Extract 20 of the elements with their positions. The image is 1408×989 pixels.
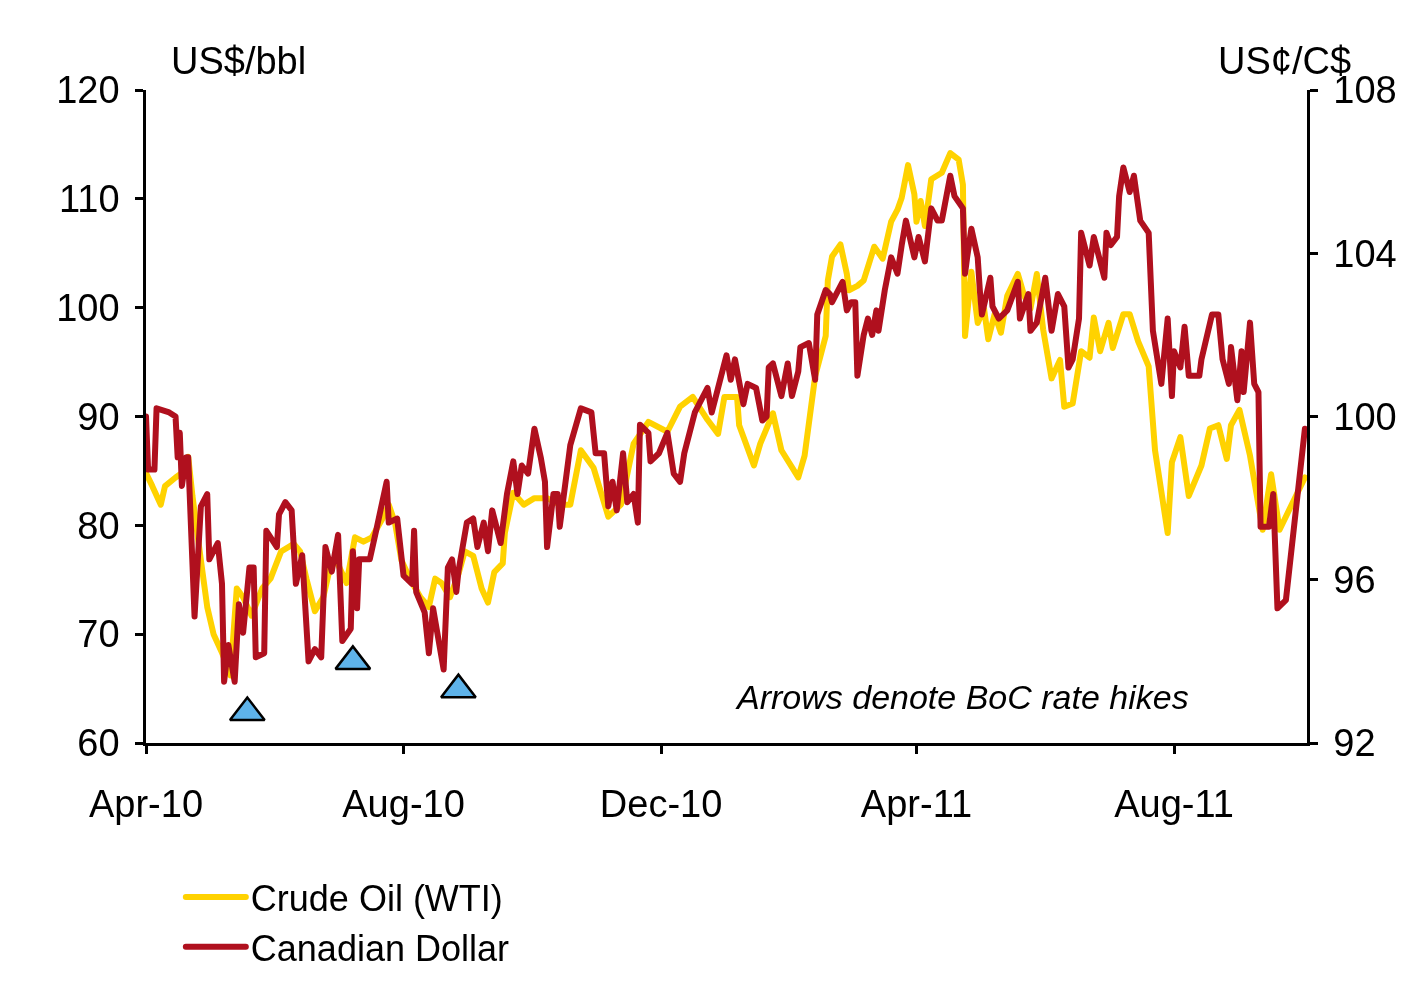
annotation: Arrows denote BoC rate hikes: [735, 678, 1189, 716]
y2-tick-label: 92: [1333, 722, 1376, 765]
y2-tick-label: 100: [1333, 395, 1397, 438]
y2-tick-label: 104: [1333, 232, 1397, 275]
legend-label: Crude Oil (WTI): [250, 878, 503, 920]
y-tick-label: 70: [77, 613, 120, 656]
x-tick-label: Apr-11: [860, 783, 973, 826]
x-tick-label: Aug-10: [342, 783, 465, 826]
x-tick-label: Dec-10: [599, 783, 723, 826]
y2-tick-label: 96: [1333, 559, 1376, 602]
y-axis-title: US$/bbl: [171, 40, 307, 82]
y-tick-label: 110: [59, 178, 120, 221]
y-tick-label: 100: [56, 286, 120, 329]
y-tick-label: 120: [56, 69, 120, 112]
y-tick-label: 90: [77, 395, 120, 438]
x-tick-label: Apr-10: [88, 783, 204, 826]
y-tick-label: 60: [77, 722, 120, 765]
y-tick-label: 80: [77, 504, 120, 547]
x-tick-label: Aug-11: [1114, 783, 1234, 826]
legend-label: Canadian Dollar: [250, 927, 509, 969]
